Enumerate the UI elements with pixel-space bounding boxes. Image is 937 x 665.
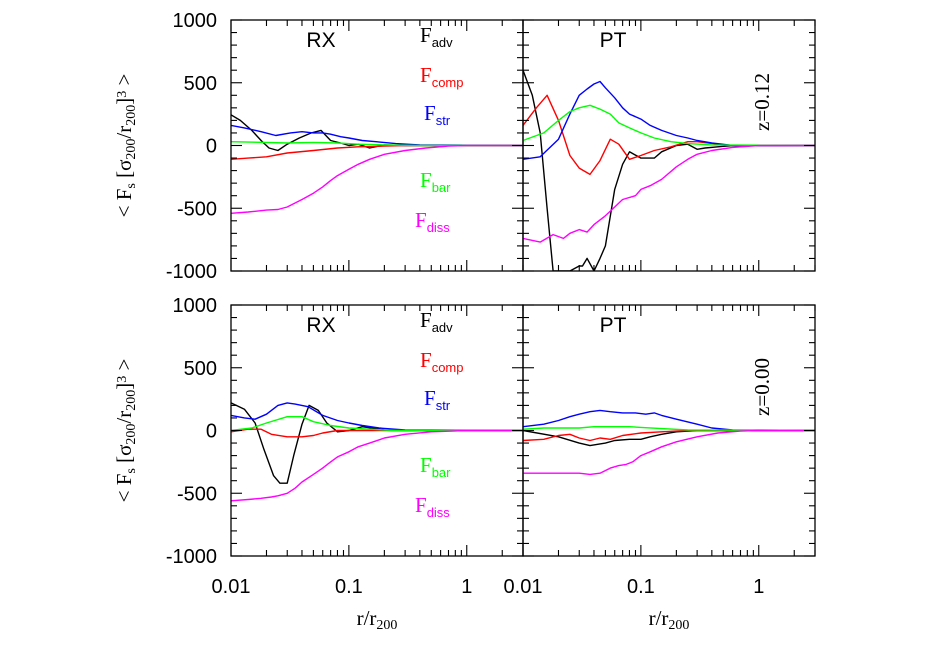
y-tick-label: -500 [177,483,217,505]
legend-entry-bar: Fbar [420,168,451,195]
redshift-annotation: z=0.00 [750,358,774,416]
x-ticks [522,20,816,271]
legend-entry-bar: Fbar [420,453,451,480]
series-line-diss [523,429,815,476]
curves [523,69,815,271]
series-line-bar [231,416,523,432]
series-line-diss [231,144,523,214]
y-axis-titles: < Fs [σ200/r200]3 > < Fs [σ200/r200]3 > [112,74,139,503]
legend-entry-comp: Fcomp [420,63,463,90]
series-line-bar [523,426,815,432]
panel-top-right: PT z=0.12 [522,19,816,272]
y-tick-label: 0 [206,421,217,443]
y-tick-label: 1000 [173,295,218,317]
legend-entry-diss: Fdiss [415,493,450,520]
curves [231,402,523,502]
series-line-comp [231,428,523,438]
series-line-adv [231,402,523,484]
panel-bottom-right: 0.01 0.1 1 PT z=0.00 [504,304,816,598]
series-line-comp [523,429,815,442]
legend-entry-str: Fstr [424,386,451,413]
y-tick-label: 1000 [173,10,218,32]
x-axis-title: r/r200 [649,606,690,633]
panel-bottom-left: 1000 500 0 -500 -1000 0.01 0.1 1 RX Fadv Fcomp Fstr… [166,295,524,598]
y-tick-label: -1000 [166,261,217,283]
series-line-diss [523,144,815,243]
y-ticks [231,19,523,272]
y-ticks [231,304,523,557]
series-line-comp [231,144,523,160]
y-ticks [523,304,815,557]
x-tick-label: 0.01 [212,576,251,598]
series-line-bar [231,141,523,147]
panels: 1000 500 0 -500 -1000 RX Fadv Fcomp Fstr Fbar Fdis… [166,10,816,598]
y-axis-title: < Fs [σ200/r200]3 > [112,359,139,503]
series-line-bar [523,104,815,147]
panel-label: PT [600,314,627,337]
legend-entry-str: Fstr [424,101,451,128]
legend: Fadv Fcomp Fstr Fbar Fdiss [415,308,463,520]
series-line-adv [231,114,523,152]
curves [523,409,815,476]
y-tick-label: -1000 [166,546,217,568]
panel-label: PT [600,29,627,52]
y-tick-label: 0 [206,136,217,158]
x-tick-label: 0.01 [504,576,543,598]
x-tick-label: 1 [753,576,764,598]
x-tick-label: 0.1 [335,576,363,598]
series-line-str [523,409,815,432]
y-axis-title: < Fs [σ200/r200]3 > [112,74,139,218]
series-line-str [231,124,523,147]
curves [231,114,523,214]
panel-label: RX [306,29,335,52]
x-axis-title: r/r200 [357,606,398,633]
panel-top-left: 1000 500 0 -500 -1000 RX Fadv Fcomp Fstr Fbar Fdis… [166,10,524,283]
redshift-annotation: z=0.12 [750,73,774,131]
x-tick-label: 0.1 [627,576,655,598]
legend-entry-comp: Fcomp [420,348,463,375]
y-tick-label: 500 [184,73,217,95]
y-tick-label: 500 [184,358,217,380]
y-tick-label: -500 [177,198,217,220]
legend-entry-adv: Fadv [420,308,453,335]
series-line-str [231,402,523,432]
legend-entry-diss: Fdiss [415,208,450,235]
series-line-adv [523,69,815,271]
series-line-adv [523,429,815,447]
series-line-diss [231,429,523,502]
x-tick-label: 1 [461,576,472,598]
legend-entry-adv: Fadv [420,23,453,50]
legend: Fadv Fcomp Fstr Fbar Fdiss [415,23,463,235]
panel-label: RX [306,314,335,337]
series-line-str [523,80,815,160]
y-ticks [523,19,815,272]
x-ticks [522,305,816,556]
x-axis-titles: r/r200 r/r200 [357,606,690,633]
